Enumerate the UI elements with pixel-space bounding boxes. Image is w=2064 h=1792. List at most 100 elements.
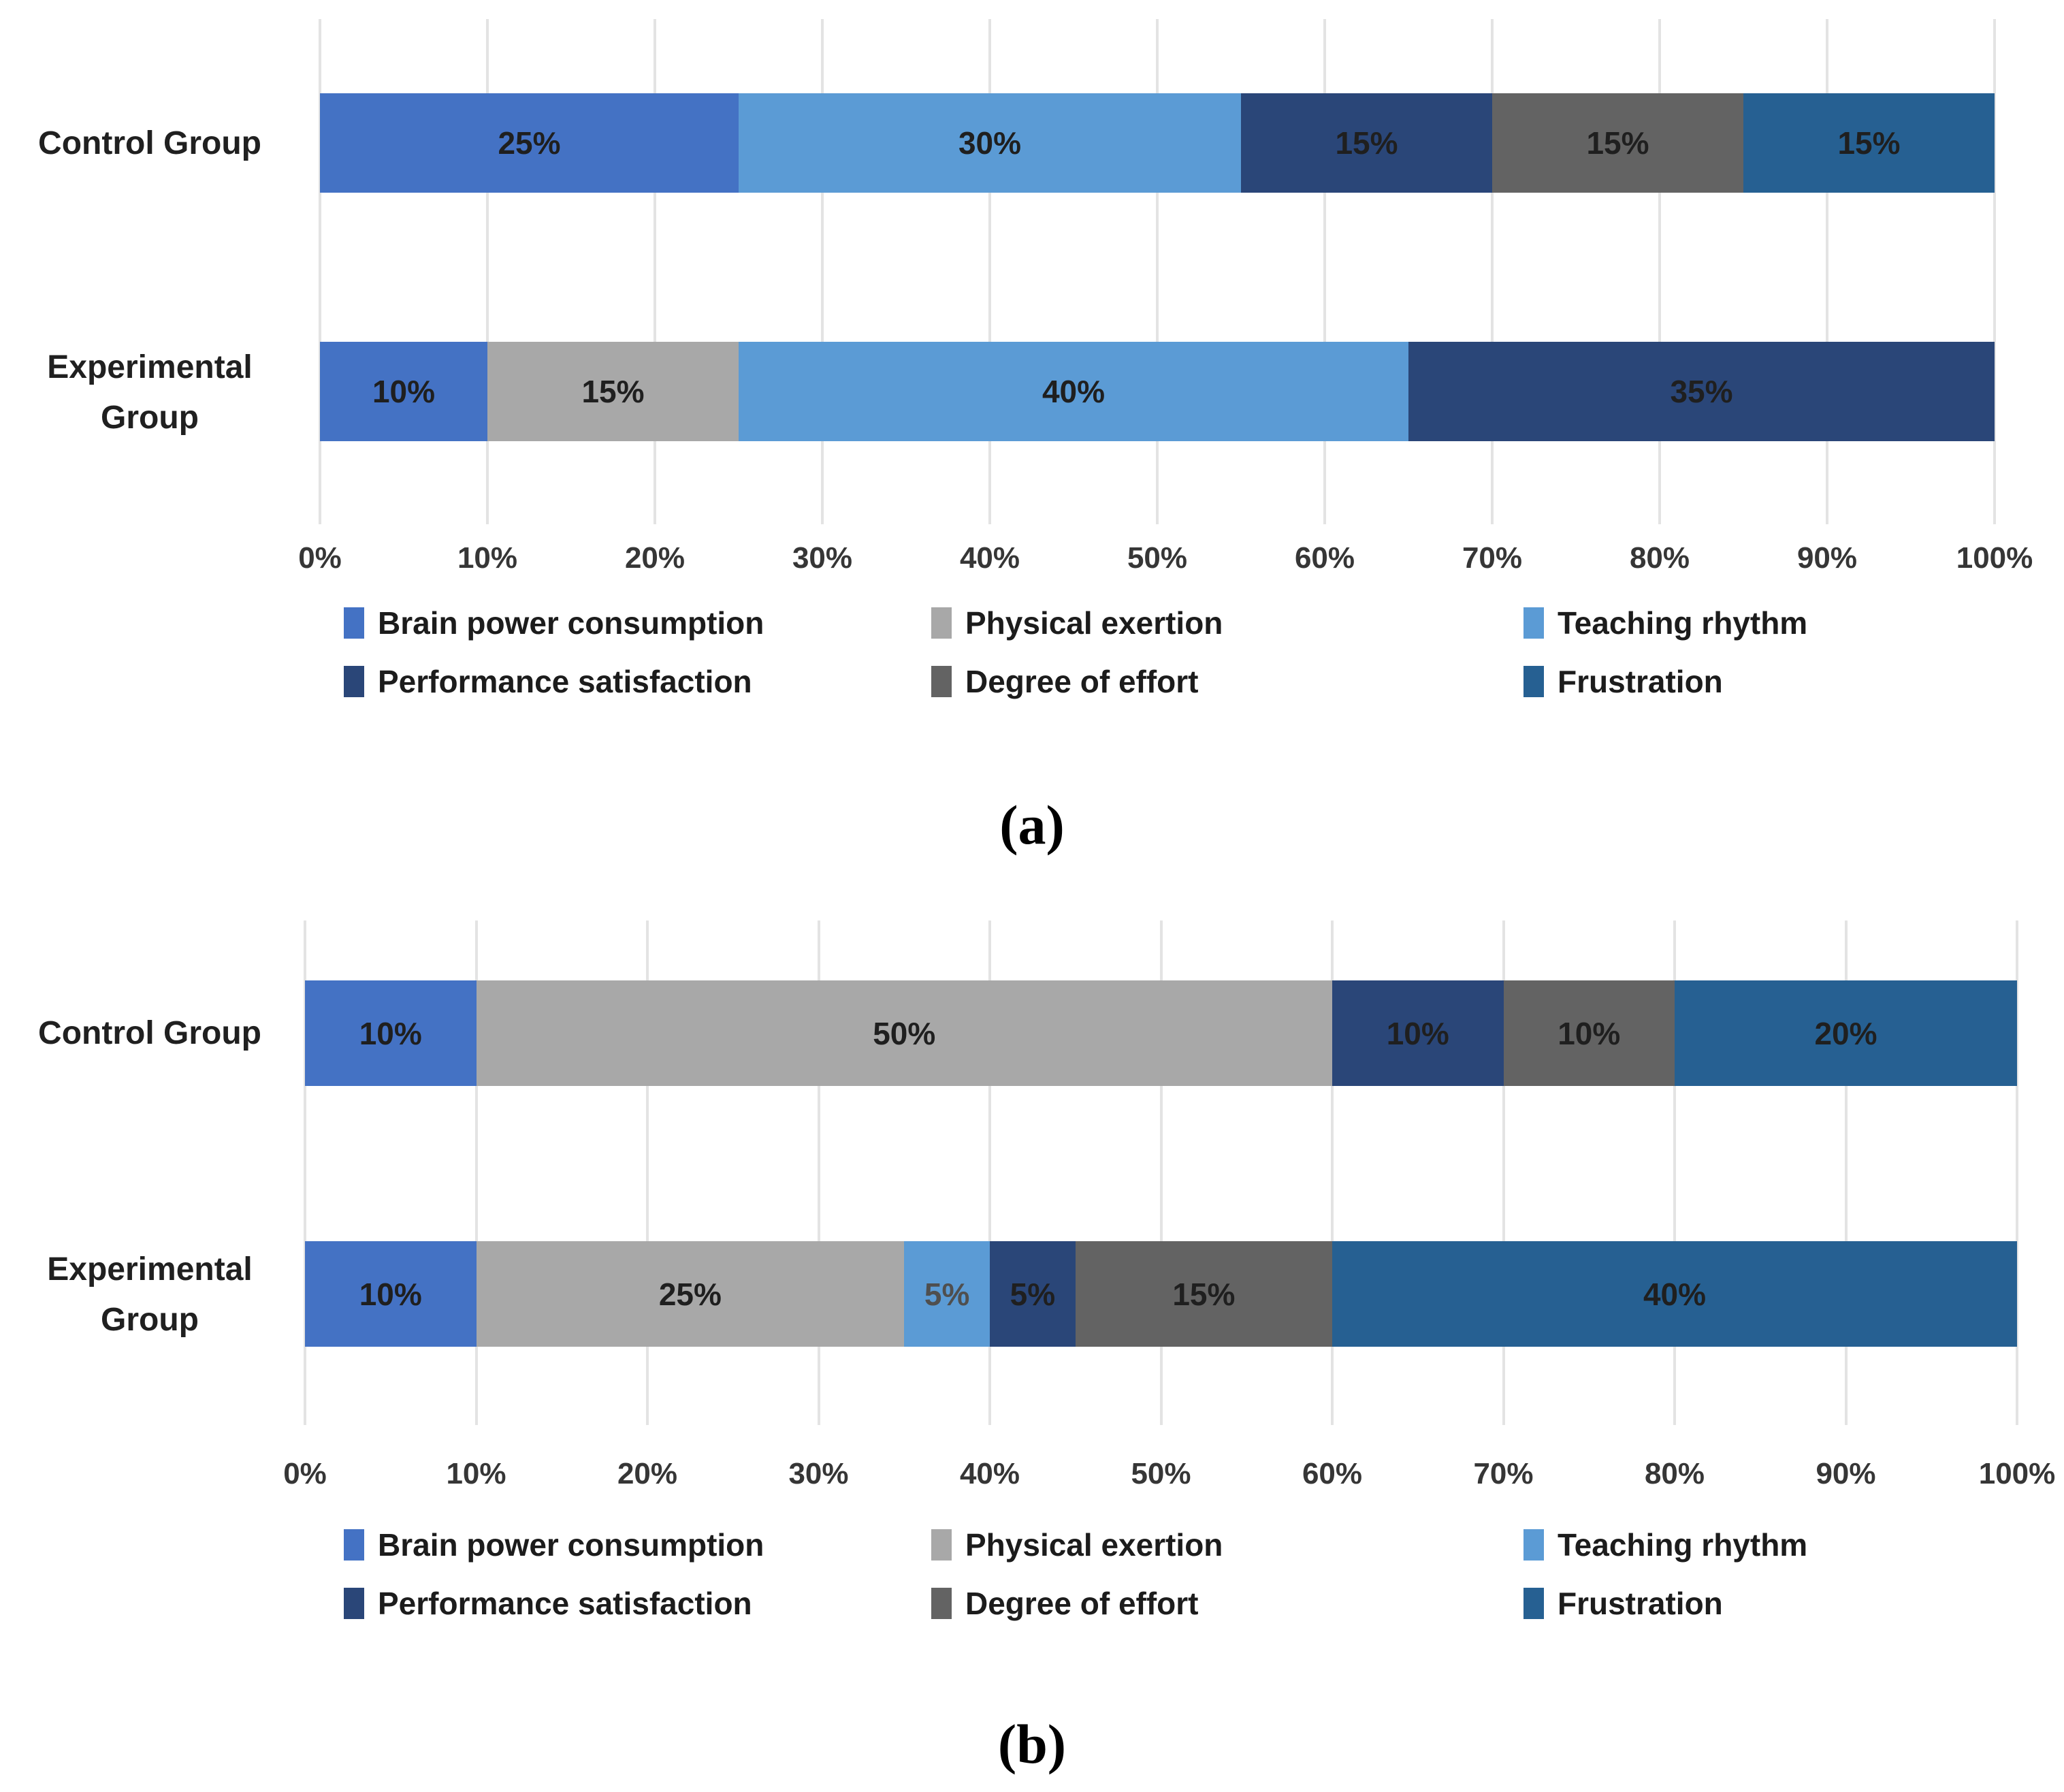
plot-area-a: 25% 30% 15% 15% 15% 10% 15% 40% 35%	[319, 19, 1996, 524]
category-label: Experimental Group	[47, 349, 253, 436]
legend-swatch	[1523, 666, 1544, 697]
bar-segment: 5%	[904, 1241, 990, 1347]
legend-a: Brain power consumption Physical exertion…	[344, 605, 1959, 700]
legend-item: Degree of effort	[931, 1585, 1523, 1622]
bar-segment: 40%	[739, 342, 1408, 441]
gridline	[2016, 921, 2018, 1425]
gridline	[486, 19, 489, 524]
gridline	[1323, 19, 1326, 524]
bar-segment: 15%	[1743, 93, 1995, 193]
legend-item: Brain power consumption	[344, 1526, 931, 1563]
legend-label: Frustration	[1558, 1586, 1723, 1621]
gridline	[988, 19, 991, 524]
gridline	[1491, 19, 1494, 524]
legend-label: Teaching rhythm	[1558, 605, 1808, 641]
legend-label: Frustration	[1558, 664, 1723, 699]
legend-item: Performance satisfaction	[344, 1585, 931, 1622]
gridline	[1658, 19, 1661, 524]
legend-label: Degree of effort	[965, 664, 1199, 699]
x-axis-tick-label: 50%	[1131, 1457, 1191, 1490]
bar-segment: 25%	[320, 93, 739, 193]
bar-segment: 35%	[1408, 342, 1995, 441]
x-axis-tick-label: 90%	[1796, 541, 1858, 575]
legend-item: Frustration	[1523, 1585, 1959, 1622]
x-axis-tick-label: 40%	[959, 541, 1020, 575]
bar-segment: 10%	[320, 342, 487, 441]
legend-label: Physical exertion	[965, 605, 1223, 641]
bar-segment: 10%	[1332, 980, 1504, 1086]
gridline	[1159, 921, 1163, 1425]
legend-swatch	[931, 1529, 952, 1561]
stacked-bar-control-group: 25% 30% 15% 15% 15%	[320, 93, 1995, 193]
gridline	[304, 921, 306, 1425]
gridline	[1156, 19, 1159, 524]
bar-segment: 50%	[476, 980, 1332, 1086]
x-axis-tick-label: 60%	[1302, 1457, 1363, 1490]
x-axis-tick-label: 20%	[624, 541, 686, 575]
gridline	[646, 921, 649, 1425]
legend-item: Physical exertion	[931, 605, 1523, 641]
legend-item: Physical exertion	[931, 1526, 1523, 1563]
legend-swatch	[344, 666, 364, 697]
legend-swatch	[1523, 1529, 1544, 1561]
bar-segment: 15%	[487, 342, 739, 441]
gridline	[1502, 921, 1505, 1425]
legend-swatch	[344, 1529, 364, 1561]
stacked-bar-experimental-group: 10% 25% 5% 5% 15% 40%	[305, 1241, 2017, 1347]
x-axis-b: 0% 10% 20% 30% 40% 50% 60% 70% 80% 90% 100%	[283, 1457, 2055, 1498]
legend-label: Brain power consumption	[378, 1527, 764, 1563]
bar-segment: 20%	[1675, 980, 2017, 1086]
gridline	[319, 19, 321, 524]
legend-swatch	[1523, 607, 1544, 639]
legend-swatch	[344, 1588, 364, 1619]
x-axis-a: 0% 10% 20% 30% 40% 50% 60% 70% 80% 90% 100%	[298, 541, 2033, 582]
x-axis-tick-label: 30%	[792, 541, 853, 575]
legend-swatch	[931, 607, 952, 639]
bar-segment: 40%	[1332, 1241, 2017, 1347]
x-axis-tick-label: 80%	[1644, 1457, 1705, 1490]
bar-segment: 5%	[990, 1241, 1076, 1347]
legend-label: Brain power consumption	[378, 605, 764, 641]
gridline	[1993, 19, 1996, 524]
bar-segment: 30%	[739, 93, 1241, 193]
x-axis-tick-label: 70%	[1473, 1457, 1534, 1490]
gridline	[474, 921, 478, 1425]
x-axis-tick-label: 70%	[1462, 541, 1523, 575]
panel-caption-a: (a)	[999, 794, 1065, 856]
x-axis-tick-label: 50%	[1127, 541, 1188, 575]
x-axis-tick-label: 80%	[1629, 541, 1690, 575]
x-axis-tick-label: 60%	[1294, 541, 1355, 575]
legend-label: Degree of effort	[965, 1586, 1199, 1621]
legend-label: Performance satisfaction	[378, 664, 752, 699]
bar-segment: 25%	[476, 1241, 905, 1347]
legend-item: Teaching rhythm	[1523, 1526, 1959, 1563]
legend-swatch	[1523, 1588, 1544, 1619]
x-axis-tick-label: 10%	[446, 1457, 506, 1490]
x-axis-tick-label: 30%	[788, 1457, 849, 1490]
bar-segment: 10%	[1503, 980, 1675, 1086]
bar-segment: 10%	[305, 980, 477, 1086]
x-axis-tick-label: 40%	[959, 1457, 1020, 1490]
x-axis-tick-label: 100%	[1956, 541, 2033, 575]
x-axis-tick-label: 100%	[1978, 1457, 2056, 1490]
x-axis-tick-label: 10%	[457, 541, 518, 575]
category-label: Control Group	[38, 1015, 261, 1051]
gridline	[821, 19, 824, 524]
legend-b: Brain power consumption Physical exertion…	[344, 1526, 1959, 1622]
gridline	[988, 921, 991, 1425]
gridline	[1673, 921, 1676, 1425]
legend-item: Frustration	[1523, 663, 1959, 700]
x-axis-tick-label: 90%	[1816, 1457, 1876, 1490]
legend-label: Teaching rhythm	[1558, 1527, 1808, 1563]
legend-swatch	[931, 1588, 952, 1619]
gridline	[654, 19, 656, 524]
panel-caption-b: (b)	[997, 1713, 1067, 1775]
category-label: Control Group	[38, 125, 261, 161]
legend-swatch	[931, 666, 952, 697]
category-label: Experimental Group	[47, 1251, 253, 1338]
x-axis-tick-label: 0%	[283, 1457, 327, 1490]
legend-swatch	[344, 607, 364, 639]
legend-label: Physical exertion	[965, 1527, 1223, 1563]
bar-segment: 15%	[1492, 93, 1743, 193]
